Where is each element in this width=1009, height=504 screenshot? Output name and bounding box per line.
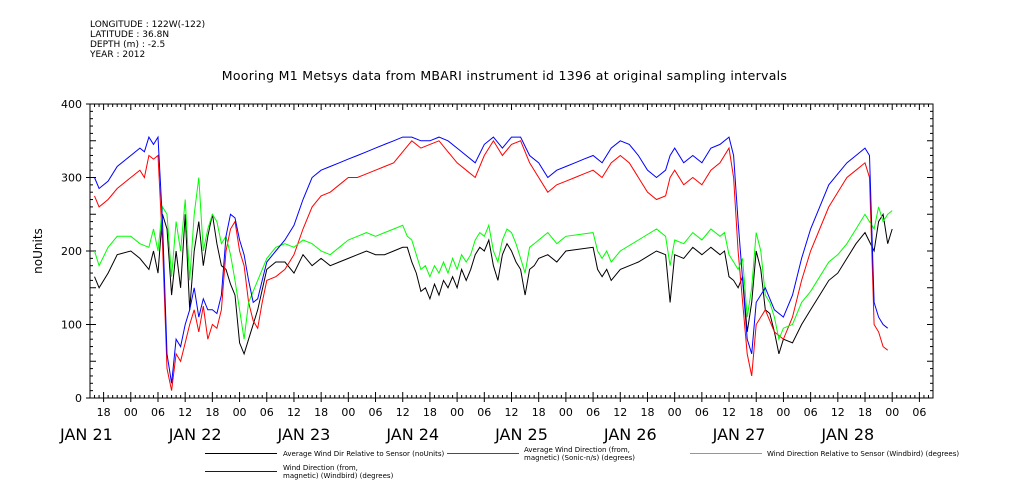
- y-tick-label: 400: [61, 98, 82, 111]
- chart-title: Mooring M1 Metsys data from MBARI instru…: [221, 68, 788, 83]
- x-tick-label: 12: [287, 406, 301, 419]
- x-tick-label: 00: [233, 406, 247, 419]
- legend-swatch-3: [690, 453, 762, 454]
- y-tick-label: 200: [61, 245, 82, 258]
- x-date-label: JAN 25: [494, 425, 548, 444]
- x-tick-label: 12: [831, 406, 845, 419]
- x-tick-label: 06: [695, 406, 709, 419]
- x-tick-label: 00: [341, 406, 355, 419]
- x-date-label: JAN 21: [59, 425, 113, 444]
- series-line-1: [94, 212, 893, 356]
- series-line-4: [94, 135, 889, 384]
- x-tick-label: 06: [804, 406, 818, 419]
- legend-label-2: Average Wind Direction (from, magnetic) …: [524, 446, 636, 462]
- legend-swatch-4: [205, 471, 277, 472]
- legend-label-1: Average Wind Dir Relative to Sensor (noU…: [283, 450, 445, 458]
- x-date-label: JAN 22: [168, 425, 222, 444]
- legend-label-4: Wind Direction (from, magnetic) (Windbir…: [283, 464, 394, 480]
- x-tick-label: 00: [776, 406, 790, 419]
- x-tick-label: 18: [858, 406, 872, 419]
- y-tick-label: 300: [61, 172, 82, 185]
- y-tick-label: 100: [61, 319, 82, 332]
- series-line-3: [94, 177, 893, 341]
- latitude-label: LATITUDE : 36.8N: [90, 30, 170, 40]
- metadata-block: LONGITUDE : 122W(-122) LATITUDE : 36.8N …: [90, 20, 205, 60]
- x-tick-label: 06: [151, 406, 165, 419]
- depth-label: DEPTH (m) : -2.5: [90, 40, 166, 50]
- longitude-label: LONGITUDE : 122W(-122): [90, 20, 206, 30]
- x-tick-label: 06: [369, 406, 383, 419]
- year-label: YEAR : 2012: [90, 50, 146, 60]
- series-line-2: [94, 139, 889, 391]
- x-tick-label: 00: [124, 406, 138, 419]
- x-date-label: JAN 28: [820, 425, 874, 444]
- x-tick-label: 00: [885, 406, 899, 419]
- x-tick-label: 06: [586, 406, 600, 419]
- x-tick-label: 06: [477, 406, 491, 419]
- x-tick-label: 18: [532, 406, 546, 419]
- legend-swatch-1: [205, 453, 277, 454]
- x-tick-label: 18: [205, 406, 219, 419]
- x-tick-label: 00: [668, 406, 682, 419]
- x-tick-label: 18: [640, 406, 654, 419]
- x-date-label: JAN 27: [712, 425, 766, 444]
- x-tick-label: 06: [260, 406, 274, 419]
- legend-label-3: Wind Direction Relative to Sensor (Windb…: [767, 450, 960, 458]
- x-tick-label: 00: [450, 406, 464, 419]
- legend-swatch-2: [447, 453, 519, 454]
- x-tick-label: 18: [423, 406, 437, 419]
- y-axis-label: noUnits: [31, 228, 45, 274]
- x-date-label: JAN 26: [603, 425, 657, 444]
- y-tick-label: 0: [75, 392, 82, 405]
- x-tick-label: 06: [912, 406, 926, 419]
- x-tick-label: 12: [396, 406, 410, 419]
- x-tick-label: 18: [97, 406, 111, 419]
- x-tick-label: 12: [613, 406, 627, 419]
- x-tick-label: 12: [722, 406, 736, 419]
- x-tick-label: 18: [749, 406, 763, 419]
- x-tick-label: 18: [314, 406, 328, 419]
- x-date-label: JAN 23: [277, 425, 331, 444]
- x-tick-label: 12: [505, 406, 519, 419]
- x-tick-label: 12: [178, 406, 192, 419]
- x-tick-label: 00: [559, 406, 573, 419]
- x-date-label: JAN 24: [385, 425, 439, 444]
